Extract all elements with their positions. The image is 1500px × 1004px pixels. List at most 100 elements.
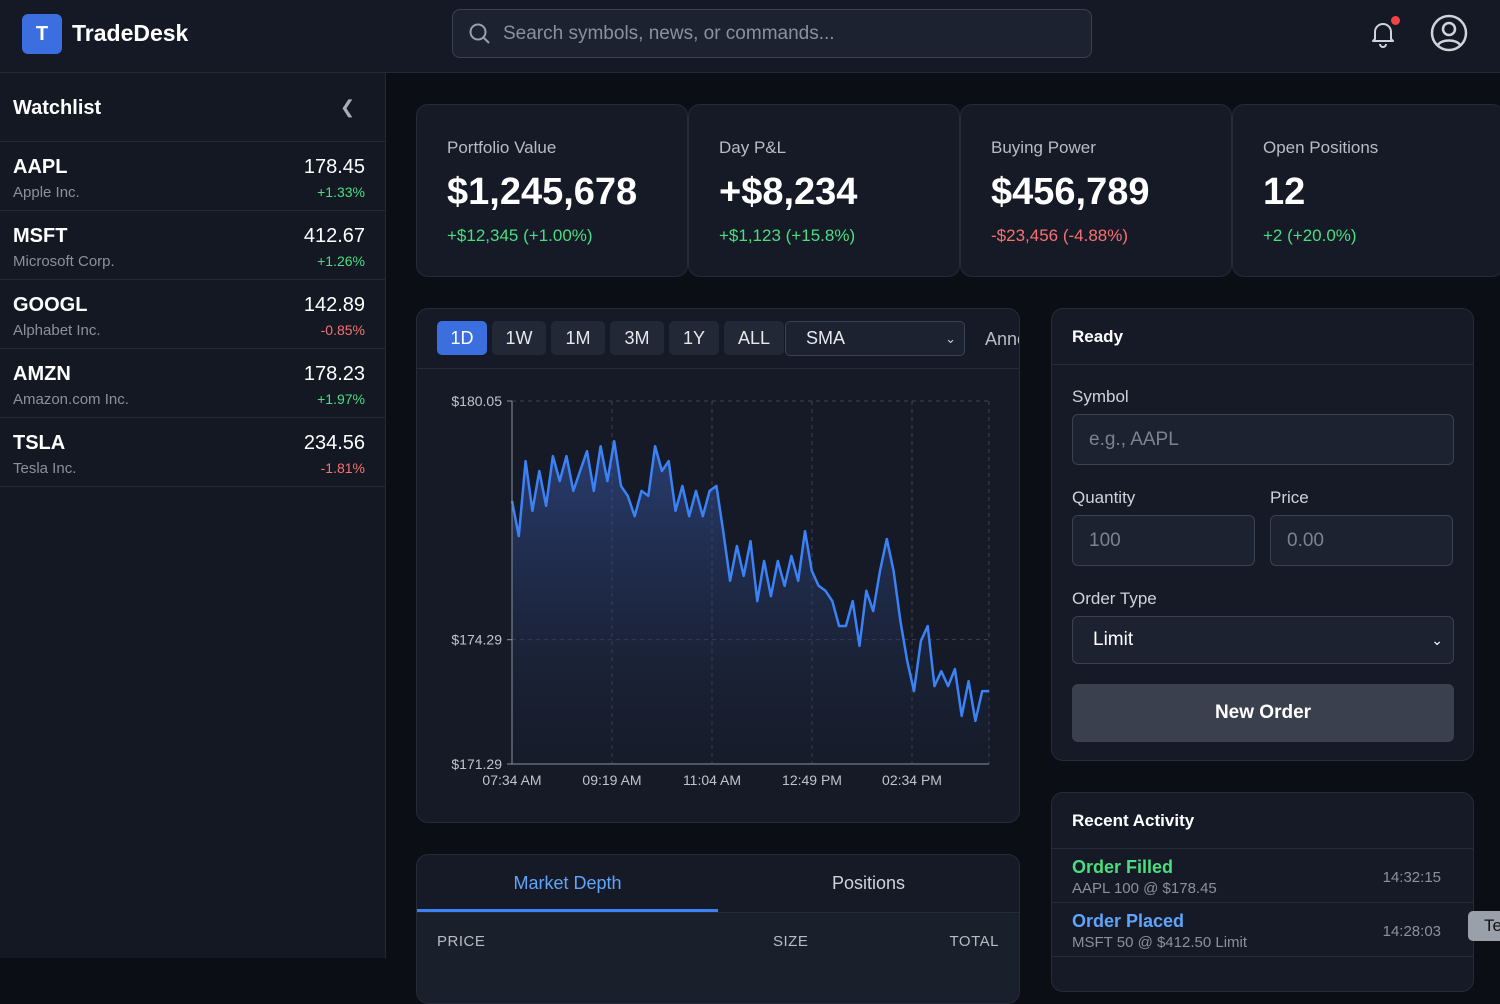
company-name: Microsoft Corp. <box>13 253 115 270</box>
quantity-input[interactable] <box>1072 515 1255 566</box>
watchlist-item[interactable]: MSFT Microsoft Corp. 412.67 +1.26% <box>0 211 385 280</box>
symbol-input[interactable] <box>1072 414 1454 465</box>
quantity-label: Quantity <box>1072 488 1136 507</box>
tab-market-depth[interactable]: Market Depth <box>417 855 718 912</box>
activity-title: Order Filled <box>1072 857 1174 877</box>
stat-value: +$8,234 <box>719 171 858 213</box>
price: 178.23 <box>303 363 365 385</box>
x-tick-label: 12:49 PM <box>782 772 842 788</box>
stat-change: -$23,456 (-4.88%) <box>991 226 1129 245</box>
y-tick-label: $171.29 <box>451 756 502 772</box>
column-size: SIZE <box>773 933 809 950</box>
order-form-panel: Ready Symbol Quantity Price Order Type L… <box>1051 308 1474 761</box>
price-input[interactable] <box>1270 515 1453 566</box>
stat-card: Buying Power $456,789 -$23,456 (-4.88%) <box>960 104 1232 277</box>
watchlist-item[interactable]: TSLA Tesla Inc. 234.56 -1.81% <box>0 418 385 487</box>
price: 234.56 <box>303 432 365 454</box>
order-type-label: Order Type <box>1072 589 1157 608</box>
column-total: TOTAL <box>949 933 999 950</box>
order-type-select[interactable]: Limit ⌄ <box>1072 616 1454 664</box>
activity-time: 14:28:03 <box>1382 923 1441 940</box>
stat-card: Open Positions 12 +2 (+20.0%) <box>1232 104 1500 277</box>
price-line <box>510 439 989 723</box>
symbol: TSLA <box>13 432 66 454</box>
watchlist-item[interactable]: GOOGL Alphabet Inc. 142.89 -0.85% <box>0 280 385 349</box>
watchlist-sidebar: Watchlist ❮ AAPL Apple Inc. 178.45 +1.33… <box>0 73 386 958</box>
recent-activity-panel: Recent Activity Order Filled AAPL 100 @ … <box>1051 792 1474 992</box>
x-tick-label: 07:34 AM <box>482 772 541 788</box>
annotations-button[interactable]: Anno <box>985 329 1019 349</box>
stat-change: +$12,345 (+1.00%) <box>447 226 593 245</box>
top-bar: T TradeDesk <box>0 0 1500 73</box>
stat-card: Day P&L +$8,234 +$1,123 (+15.8%) <box>688 104 960 277</box>
change-percent: +1.33% <box>317 184 365 200</box>
price: 178.45 <box>303 156 365 178</box>
market-depth-panel: Market Depth Positions PRICE SIZE TOTAL <box>416 854 1020 1004</box>
timeframe-1y-button[interactable]: 1Y <box>669 321 719 355</box>
user-account-icon[interactable] <box>1430 14 1468 52</box>
new-order-button[interactable]: New Order <box>1072 684 1454 742</box>
activity-detail: MSFT 50 @ $412.50 Limit <box>1072 934 1248 951</box>
notification-badge <box>1391 16 1400 25</box>
search-icon <box>469 23 490 44</box>
timeframe-1w-button[interactable]: 1W <box>492 321 546 355</box>
x-tick-label: 09:19 AM <box>582 772 641 788</box>
stat-value: 12 <box>1263 171 1306 213</box>
chevron-down-icon: ⌄ <box>945 331 956 346</box>
collapse-chevron-left-icon[interactable]: ❮ <box>340 97 356 117</box>
company-name: Alphabet Inc. <box>13 322 101 339</box>
toast-notification: Te <box>1468 911 1500 941</box>
symbol: AAPL <box>13 156 68 178</box>
symbol: GOOGL <box>13 294 88 316</box>
symbol-label: Symbol <box>1072 387 1129 406</box>
tab-positions[interactable]: Positions <box>831 873 906 893</box>
order-type-value: Limit <box>1093 629 1134 650</box>
search-box[interactable] <box>452 9 1092 58</box>
recent-activity-title: Recent Activity <box>1072 811 1195 830</box>
stat-value: $1,245,678 <box>447 171 638 213</box>
price-area <box>512 441 989 764</box>
stat-label: Day P&L <box>719 138 787 157</box>
change-percent: -0.85% <box>320 322 365 338</box>
app-title: TradeDesk <box>72 20 189 46</box>
company-name: Apple Inc. <box>13 184 80 201</box>
activity-item: Order Placed MSFT 50 @ $412.50 Limit 14:… <box>1052 903 1473 957</box>
stat-card: Portfolio Value $1,245,678 +$12,345 (+1.… <box>416 104 688 277</box>
order-status: Ready <box>1072 327 1124 346</box>
stat-label: Portfolio Value <box>447 138 557 157</box>
stat-label: Buying Power <box>991 138 1096 157</box>
price: 412.67 <box>303 225 365 247</box>
y-tick-label: $174.29 <box>451 632 502 648</box>
stat-label: Open Positions <box>1263 138 1379 157</box>
chevron-down-icon: ⌄ <box>1431 632 1443 648</box>
column-price: PRICE <box>437 933 486 950</box>
x-tick-label: 02:34 PM <box>882 772 942 788</box>
notification-bell-icon[interactable] <box>1370 20 1396 48</box>
activity-title: Order Placed <box>1072 911 1185 931</box>
activity-item: Order Filled AAPL 100 @ $178.45 14:32:15 <box>1052 849 1473 903</box>
change-percent: +1.97% <box>317 391 365 407</box>
indicator-value: SMA <box>806 328 846 348</box>
stats-row: Portfolio Value $1,245,678 +$12,345 (+1.… <box>416 104 1500 277</box>
timeframe-1d-button[interactable]: 1D <box>437 321 487 355</box>
stat-change: +$1,123 (+15.8%) <box>719 226 856 245</box>
timeframe-1m-button[interactable]: 1M <box>551 321 605 355</box>
change-percent: -1.81% <box>320 460 365 476</box>
indicator-select[interactable]: SMA ⌄ <box>785 321 965 356</box>
company-name: Tesla Inc. <box>13 460 77 477</box>
y-tick-label: $180.05 <box>451 393 502 409</box>
watchlist-item[interactable]: AMZN Amazon.com Inc. 178.23 +1.97% <box>0 349 385 418</box>
activity-detail: AAPL 100 @ $178.45 <box>1072 880 1217 897</box>
search-input[interactable] <box>503 10 1073 57</box>
watchlist-title: Watchlist <box>13 97 102 119</box>
symbol: AMZN <box>13 363 71 385</box>
activity-time: 14:32:15 <box>1382 869 1441 886</box>
timeframe-3m-button[interactable]: 3M <box>610 321 664 355</box>
app-logo: T <box>22 14 62 54</box>
company-name: Amazon.com Inc. <box>13 391 129 408</box>
timeframe-all-button[interactable]: ALL <box>724 321 784 355</box>
watchlist-item[interactable]: AAPL Apple Inc. 178.45 +1.33% <box>0 142 385 211</box>
